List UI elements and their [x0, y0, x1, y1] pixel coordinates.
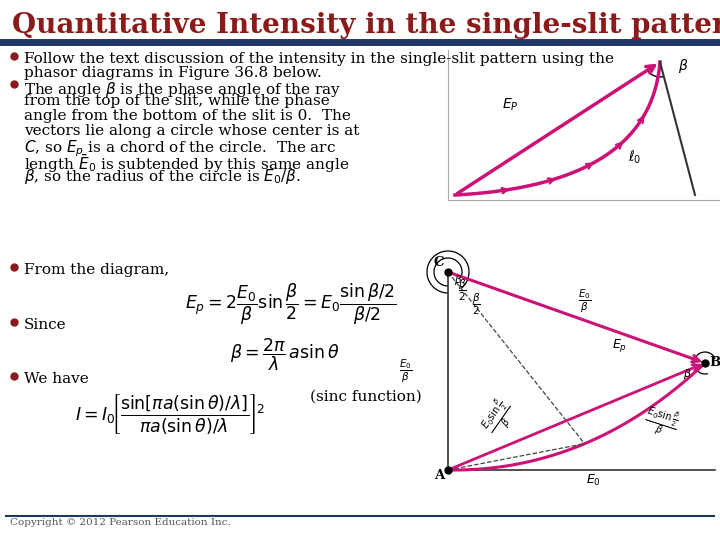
Text: length $\bar{E}_0$ is subtended by this same angle: length $\bar{E}_0$ is subtended by this … [24, 152, 349, 174]
Text: Since: Since [24, 318, 67, 332]
Text: angle from the bottom of the slit is 0.  The: angle from the bottom of the slit is 0. … [24, 109, 351, 123]
Text: (sinc function): (sinc function) [310, 390, 422, 404]
Text: $\beta = \dfrac{2\pi}{\lambda}\,a\sin\theta$: $\beta = \dfrac{2\pi}{\lambda}\,a\sin\th… [230, 337, 340, 374]
Text: $E_P$: $E_P$ [503, 97, 519, 113]
Text: A: A [434, 469, 444, 482]
Text: Copyright © 2012 Pearson Education Inc.: Copyright © 2012 Pearson Education Inc. [10, 518, 230, 527]
Text: $\beta$: $\beta$ [683, 367, 692, 381]
Text: The angle $\beta$ is the phase angle of the ray: The angle $\beta$ is the phase angle of … [24, 80, 341, 99]
Text: from the top of the slit, while the phase: from the top of the slit, while the phas… [24, 94, 330, 109]
Text: Quantitative Intensity in the single-slit pattern: Quantitative Intensity in the single-sli… [12, 12, 720, 39]
Text: Follow the text discussion of the intensity in the single-slit pattern using the: Follow the text discussion of the intens… [24, 52, 614, 66]
Text: vectors lie along a circle whose center is at: vectors lie along a circle whose center … [24, 124, 359, 138]
Text: $E_0$: $E_0$ [587, 473, 601, 488]
Text: From the diagram,: From the diagram, [24, 263, 169, 277]
Text: $C$, so $E_p$ is a chord of the circle.  The arc: $C$, so $E_p$ is a chord of the circle. … [24, 138, 336, 159]
Text: $\dfrac{\beta}{2}$: $\dfrac{\beta}{2}$ [472, 292, 481, 316]
Text: $\beta$: $\beta$ [454, 273, 462, 287]
Text: $\beta$, so the radius of the circle is $E_0/\beta$.: $\beta$, so the radius of the circle is … [24, 167, 301, 186]
Text: B: B [709, 356, 720, 369]
Text: $\dfrac{E_0\sin\frac{\beta}{2}}{\beta}$: $\dfrac{E_0\sin\frac{\beta}{2}}{\beta}$ [639, 401, 682, 442]
Text: $\dfrac{E_0}{\beta}$: $\dfrac{E_0}{\beta}$ [400, 357, 413, 384]
Text: C: C [434, 256, 444, 269]
Text: $\ell_0$: $\ell_0$ [629, 148, 642, 166]
Text: $\dfrac{E_0\sin\frac{\beta}{2}}{\beta}$: $\dfrac{E_0\sin\frac{\beta}{2}}{\beta}$ [476, 395, 522, 441]
Text: $E_p$: $E_p$ [611, 336, 626, 354]
Text: $E_p = 2\dfrac{E_0}{\beta}\sin\dfrac{\beta}{2} = E_0\dfrac{\sin\beta/2}{\beta/2}: $E_p = 2\dfrac{E_0}{\beta}\sin\dfrac{\be… [185, 282, 397, 327]
Text: phasor diagrams in Figure 36.8 below.: phasor diagrams in Figure 36.8 below. [24, 66, 322, 80]
Text: $\dfrac{E_0}{\beta}$: $\dfrac{E_0}{\beta}$ [577, 288, 591, 315]
Text: $\beta$: $\beta$ [678, 57, 688, 75]
Text: $I = I_0\!\left[\dfrac{\sin\!\left[\pi a(\sin\theta)/\lambda\right]}{\pi a(\sin\: $I = I_0\!\left[\dfrac{\sin\!\left[\pi a… [75, 392, 264, 436]
Text: $\dfrac{\beta}{2}$: $\dfrac{\beta}{2}$ [458, 278, 467, 302]
Text: We have: We have [24, 372, 89, 386]
